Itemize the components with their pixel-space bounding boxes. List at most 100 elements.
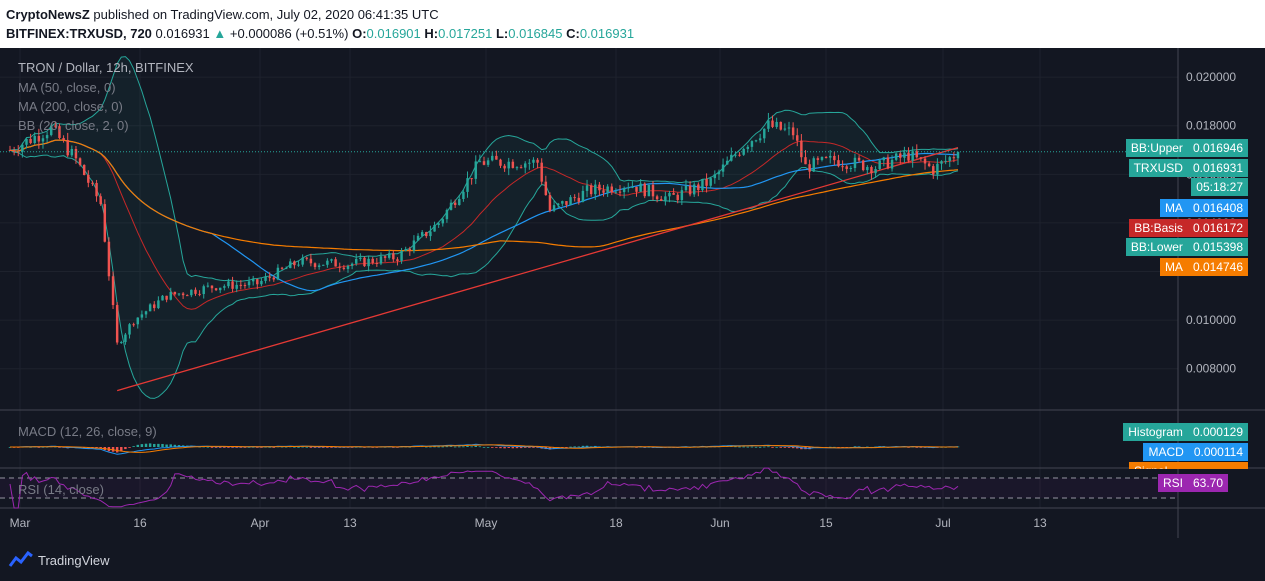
price-change: +0.000086 (+0.51%) <box>229 26 349 41</box>
candle-body <box>330 259 333 261</box>
histogram-bar <box>235 447 238 448</box>
tag-value: 0.014746 <box>1187 258 1248 276</box>
x-tick-label: 13 <box>1033 516 1047 530</box>
candle-body <box>688 185 692 195</box>
close-value: 0.016931 <box>579 26 635 41</box>
last-price: 0.016931 <box>155 26 210 41</box>
tag-value: 0.016408 <box>1187 199 1248 217</box>
histogram-bar <box>177 445 181 447</box>
histogram-bar <box>499 447 502 449</box>
last-price-tag: TRXUSD 0.016931 <box>1128 159 1248 177</box>
candle-body <box>235 284 238 289</box>
histogram-bar <box>169 444 172 447</box>
histogram-bar <box>548 447 552 450</box>
candle-body <box>870 167 873 174</box>
candle-body <box>911 151 914 161</box>
candle-body <box>478 161 482 163</box>
histogram-bar <box>218 447 222 448</box>
candle-body <box>734 154 737 156</box>
candle-body <box>21 144 24 152</box>
histogram-bar <box>309 447 313 448</box>
tag-value: 0.015398 <box>1187 238 1248 256</box>
candle-body <box>503 165 506 169</box>
candle-body <box>783 128 787 130</box>
x-tick-label: 18 <box>609 516 623 530</box>
footer: TradingView <box>0 538 1265 581</box>
candle-body <box>128 324 131 335</box>
price-chart-svg[interactable]: 0.0200000.0180000.0160000.0140000.012000… <box>0 48 1265 538</box>
histogram-bar <box>758 446 762 448</box>
candle-body <box>293 261 296 266</box>
candle-body <box>169 291 172 300</box>
tag-value: 0.016172 <box>1187 219 1248 237</box>
bb-basis-line <box>9 139 959 310</box>
histogram-bar <box>429 446 432 448</box>
candle-body <box>495 155 498 160</box>
tag-value: 0.016946 <box>1187 139 1248 157</box>
low-value: 0.016845 <box>508 26 563 41</box>
candle-body <box>25 138 28 145</box>
bb-lower-tag: BB:Lower 0.015398 <box>1125 238 1248 256</box>
ma50-legend: MA (50, close, 0) <box>18 80 116 95</box>
candle-body <box>396 259 399 261</box>
candle-body <box>915 151 919 158</box>
candle-body <box>899 153 902 158</box>
candle-body <box>791 127 795 136</box>
candle-body <box>95 182 98 197</box>
candle-body <box>354 258 358 264</box>
candle-body <box>956 151 960 159</box>
histogram-bar <box>507 447 510 448</box>
candle-body <box>387 253 391 258</box>
candle-body <box>561 201 564 204</box>
x-tick-label: Jun <box>710 516 729 530</box>
candle-body <box>907 152 910 161</box>
histogram-bar <box>441 446 445 448</box>
candle-body <box>425 232 428 237</box>
candle-body <box>458 198 461 206</box>
histogram-bar <box>425 446 428 448</box>
candle-body <box>482 161 486 165</box>
x-tick-label: 15 <box>819 516 833 530</box>
candle-body <box>730 154 733 161</box>
bb-lower-line <box>9 149 959 399</box>
candle-body <box>289 261 292 269</box>
ma200-line <box>9 139 959 252</box>
candle-body <box>41 138 45 142</box>
trendline <box>116 146 959 392</box>
candle-body <box>837 160 840 167</box>
candle-body <box>66 139 69 156</box>
candle-body <box>515 167 519 169</box>
candle-body <box>878 160 881 170</box>
histogram-bar <box>486 446 490 448</box>
candle-body <box>284 268 288 270</box>
histogram-bar <box>313 447 317 448</box>
histogram-bar <box>437 446 440 448</box>
candle-body <box>251 279 255 282</box>
histogram-bar <box>272 447 276 448</box>
candle-body <box>91 182 94 184</box>
candle-body <box>647 184 651 197</box>
signal-line <box>10 444 958 453</box>
candle-body <box>103 204 107 242</box>
histogram-bar <box>144 443 148 447</box>
histogram-bar <box>99 447 102 449</box>
candle-body <box>408 248 412 251</box>
chart-header: CryptoNewsZ published on TradingView.com… <box>0 0 1265 48</box>
candle-body <box>890 159 894 169</box>
histogram-bar <box>470 446 473 448</box>
chart-area[interactable]: 0.0200000.0180000.0160000.0140000.012000… <box>0 48 1265 538</box>
candle-body <box>936 163 939 175</box>
candle-body <box>412 240 416 251</box>
histogram-bar <box>284 446 288 448</box>
candle-body <box>445 209 449 220</box>
candle-body <box>186 295 189 297</box>
tradingview-logo-icon <box>8 550 33 567</box>
candle-body <box>528 162 531 164</box>
candle-body <box>758 138 762 141</box>
candle-body <box>214 288 218 291</box>
histogram-bar <box>482 446 486 448</box>
candle-body <box>701 179 704 191</box>
histogram-bar <box>124 447 127 450</box>
candle-body <box>927 163 931 167</box>
candle-body <box>627 187 630 189</box>
